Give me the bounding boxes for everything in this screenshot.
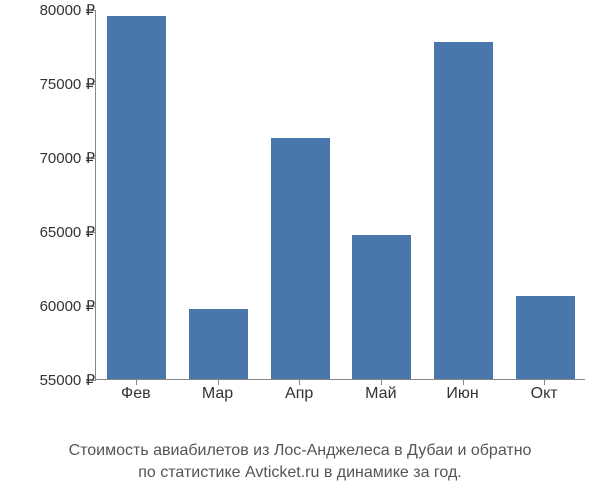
bar (189, 309, 248, 379)
chart-caption: Стоимость авиабилетов из Лос-Анджелеса в… (0, 440, 600, 485)
bar (271, 138, 330, 379)
caption-line-2: по статистике Avticket.ru в динамике за … (0, 462, 600, 484)
x-axis-label: Июн (446, 385, 478, 403)
x-axis-label: Апр (285, 385, 313, 403)
plot-area (95, 10, 585, 380)
y-axis-label: 75000 ₽ (40, 75, 95, 93)
bar (516, 296, 575, 379)
x-axis-label: Мар (202, 385, 233, 403)
bar (434, 42, 493, 379)
x-axis-label: Май (365, 385, 396, 403)
x-tick-mark (544, 380, 545, 385)
y-axis-label: 80000 ₽ (40, 1, 95, 19)
y-axis-label: 70000 ₽ (40, 149, 95, 167)
y-axis-label: 55000 ₽ (40, 371, 95, 389)
y-axis-label: 60000 ₽ (40, 297, 95, 315)
x-tick-mark (299, 380, 300, 385)
caption-line-1: Стоимость авиабилетов из Лос-Анджелеса в… (0, 440, 600, 462)
y-axis-label: 65000 ₽ (40, 223, 95, 241)
bar-chart: Фев Мар Апр Май Июн Окт (95, 10, 585, 410)
x-tick-mark (463, 380, 464, 385)
x-tick-mark (218, 380, 219, 385)
x-axis-label: Окт (531, 385, 558, 403)
x-axis-label: Фев (121, 385, 151, 403)
x-tick-mark (381, 380, 382, 385)
bar (107, 16, 166, 379)
bar (352, 235, 411, 379)
x-tick-mark (136, 380, 137, 385)
